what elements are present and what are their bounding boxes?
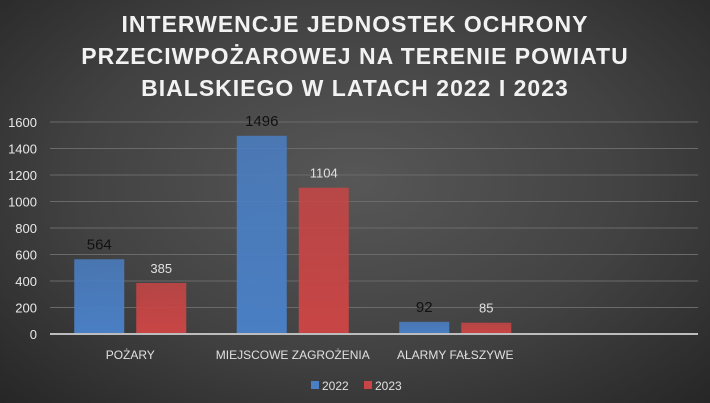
x-tick-label: ALARMY FAŁSZYWE	[397, 348, 513, 362]
legend-swatch	[311, 381, 319, 389]
data-label: 85	[479, 301, 493, 316]
x-tick-label: MIEJSCOWE ZAGROŻENIA	[216, 348, 370, 362]
bar-2023	[136, 282, 187, 334]
y-tick-label: 1400	[8, 142, 37, 157]
y-tick-label: 1600	[8, 115, 37, 130]
title-line: PRZECIWPOŻAROWEJ NA TERENIE POWIATU	[81, 43, 629, 69]
data-label: 385	[150, 261, 172, 276]
bar-2023	[298, 187, 349, 334]
title-line: INTERWENCJE JEDNOSTEK OCHRONY	[121, 11, 589, 37]
chart-title: INTERWENCJE JEDNOSTEK OCHRONY PRZECIWPOŻ…	[0, 8, 710, 104]
y-tick-label: 1200	[8, 168, 37, 183]
bar-2022	[74, 259, 125, 334]
x-tick-label: POŻARY	[106, 348, 155, 362]
data-label: 1496	[245, 113, 278, 130]
data-label: 564	[87, 236, 112, 253]
y-tick-label: 400	[15, 274, 37, 289]
legend-label: 2022	[322, 379, 349, 393]
bar-2023	[461, 322, 512, 334]
data-label: 92	[416, 299, 433, 316]
y-tick-label: 1000	[8, 195, 37, 210]
y-tick-label: 0	[30, 327, 37, 342]
y-tick-label: 200	[15, 301, 37, 316]
y-tick-label: 600	[15, 248, 37, 263]
data-label: 1104	[310, 166, 338, 181]
bar-2022	[236, 135, 287, 334]
y-tick-label: 800	[15, 221, 37, 236]
legend-swatch	[364, 381, 372, 389]
title-line: BIALSKIEGO W LATACH 2022 I 2023	[141, 75, 569, 101]
legend-label: 2023	[375, 379, 402, 393]
bar-2022	[399, 321, 450, 334]
